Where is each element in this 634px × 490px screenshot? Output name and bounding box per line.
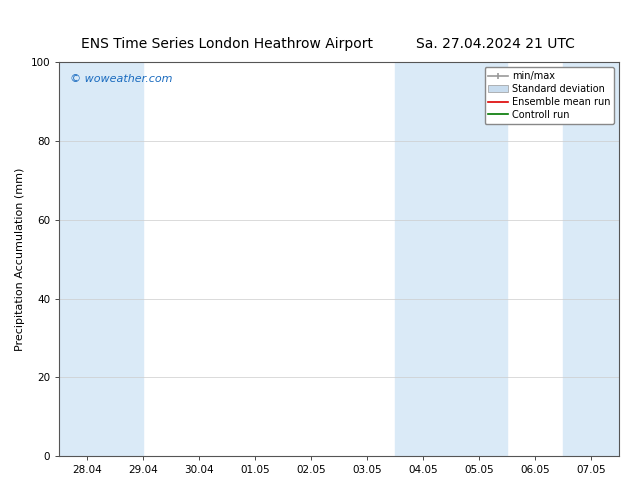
Text: Sa. 27.04.2024 21 UTC: Sa. 27.04.2024 21 UTC — [417, 37, 575, 50]
Y-axis label: Precipitation Accumulation (mm): Precipitation Accumulation (mm) — [15, 168, 25, 351]
Bar — [59, 62, 143, 456]
Text: © woweather.com: © woweather.com — [70, 74, 173, 84]
Bar — [395, 62, 507, 456]
Bar — [563, 62, 634, 456]
Legend: min/max, Standard deviation, Ensemble mean run, Controll run: min/max, Standard deviation, Ensemble me… — [484, 67, 614, 124]
Text: ENS Time Series London Heathrow Airport: ENS Time Series London Heathrow Airport — [81, 37, 373, 50]
